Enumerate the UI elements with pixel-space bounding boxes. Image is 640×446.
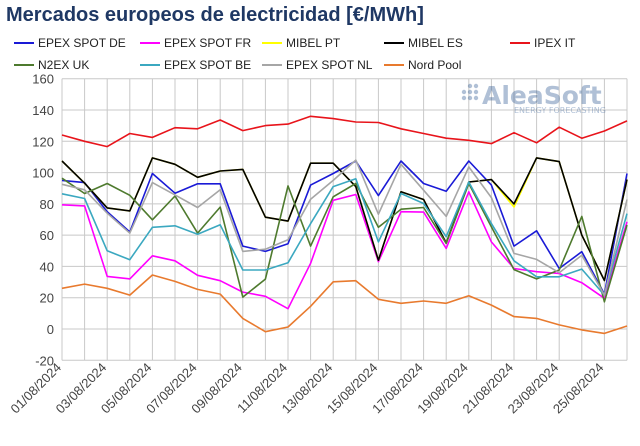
legend-item: EPEX SPOT FR xyxy=(140,36,251,50)
legend-label: MIBEL PT xyxy=(286,36,341,50)
logo-tagline: ENERGY FORECASTING xyxy=(514,106,606,115)
series-line-epex-spot-de xyxy=(61,160,628,295)
legend-item: EPEX SPOT NL xyxy=(262,58,372,72)
legend-label: Nord Pool xyxy=(408,58,462,72)
logo-dot-icon xyxy=(461,95,467,101)
legend-item: MIBEL ES xyxy=(384,36,463,50)
legend-label: EPEX SPOT FR xyxy=(164,36,252,50)
legend-item: IPEX IT xyxy=(510,36,575,50)
logo-dot-icon xyxy=(473,89,479,95)
logo-dot-icon xyxy=(467,89,473,95)
y-tick-label: 20 xyxy=(40,291,54,306)
y-tick-label: 0 xyxy=(47,322,54,337)
y-tick-label: 140 xyxy=(32,103,54,118)
legend-swatch xyxy=(14,42,34,44)
legend-label: IPEX IT xyxy=(534,36,576,50)
legend-label: EPEX SPOT NL xyxy=(286,58,373,72)
y-tick-label: 80 xyxy=(40,197,54,212)
legend-swatch xyxy=(140,42,160,44)
legend-item: N2EX UK xyxy=(14,58,89,72)
legend-label: EPEX SPOT BE xyxy=(164,58,252,72)
legend-swatch xyxy=(510,42,530,44)
legend-swatch xyxy=(384,64,404,66)
legend-item: EPEX SPOT DE xyxy=(14,36,126,50)
logo-name: AleaSoft xyxy=(482,81,602,110)
legend-item: MIBEL PT xyxy=(262,36,340,50)
legend-label: N2EX UK xyxy=(38,58,90,72)
series-line-epex-spot-fr xyxy=(61,191,628,310)
logo-dot-icon xyxy=(473,83,479,89)
y-tick-label: 100 xyxy=(32,166,54,181)
chart-title: Mercados europeos de electricidad [€/MWh… xyxy=(6,4,424,26)
series-line-epex-spot-nl xyxy=(61,159,628,296)
legend-swatch xyxy=(262,42,282,44)
series-line-mibel-es xyxy=(61,157,628,282)
legend-label: MIBEL ES xyxy=(408,36,463,50)
y-tick-label: 40 xyxy=(40,259,54,274)
y-tick-label: 160 xyxy=(32,72,54,87)
series-line-nord-pool xyxy=(61,274,628,335)
logo-dot-icon xyxy=(467,95,473,101)
legend-item: Nord Pool xyxy=(384,58,461,72)
series-line-n2ex-uk xyxy=(61,177,628,303)
series-line-ipex-it xyxy=(61,115,628,148)
y-tick-label: 60 xyxy=(40,228,54,243)
legend-swatch xyxy=(262,64,282,66)
legend-label: EPEX SPOT DE xyxy=(38,36,126,50)
series-line-epex-spot-be xyxy=(61,178,628,296)
logo-dot-icon xyxy=(461,89,467,95)
legend-item: EPEX SPOT BE xyxy=(140,58,251,72)
logo-dot-icon xyxy=(467,83,473,89)
logo-dot-icon xyxy=(473,95,479,101)
legend-swatch xyxy=(384,42,404,44)
y-tick-label: 120 xyxy=(32,134,54,149)
y-tick-label: -20 xyxy=(35,353,54,368)
legend-swatch xyxy=(140,64,160,66)
legend-swatch xyxy=(14,64,34,66)
